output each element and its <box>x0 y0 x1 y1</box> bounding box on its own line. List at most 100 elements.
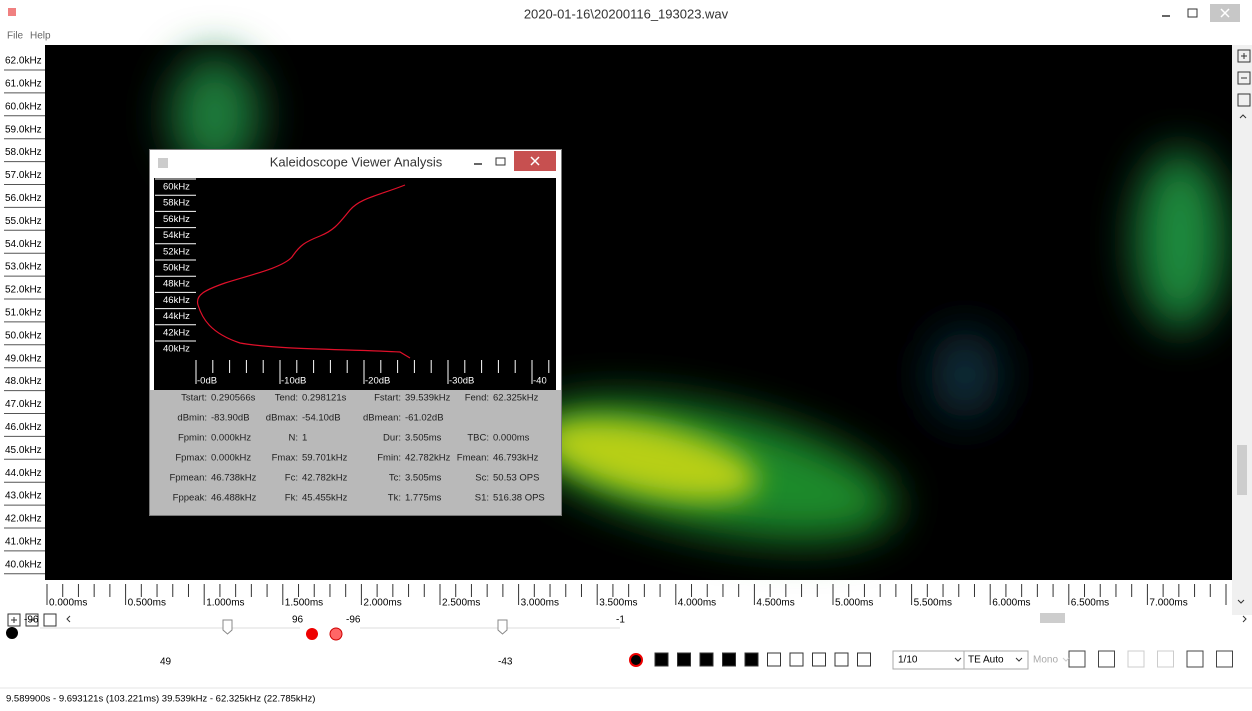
db-label: -30dB <box>449 376 474 387</box>
x-axis: 0.000ms0.500ms1.000ms1.500ms2.000ms2.500… <box>47 584 1226 609</box>
y-tick-label: 40.0kHz <box>5 559 42 570</box>
app-window: 2020-01-16\20200116_193023.wav File Help… <box>0 0 1252 711</box>
color-black[interactable] <box>6 627 18 639</box>
tool-button[interactable] <box>745 653 758 666</box>
y-tick-label: 48.0kHz <box>5 376 42 387</box>
nav-button[interactable] <box>1069 651 1085 667</box>
stat-value: 0.000kHz <box>211 453 251 464</box>
stat-label: Fpmean: <box>170 473 208 484</box>
db-label: -20dB <box>365 376 390 387</box>
stat-label: Fmean: <box>457 453 489 464</box>
tool-button[interactable] <box>813 653 826 666</box>
nav-button[interactable] <box>1128 651 1144 667</box>
y-tick-label: 57.0kHz <box>5 170 42 181</box>
stat-label: Fk: <box>285 493 298 504</box>
control-value: -1 <box>616 615 625 626</box>
db-label: -0dB <box>197 376 217 387</box>
x-tick-label: 2.000ms <box>363 598 401 609</box>
x-tick-label: 6.000ms <box>992 598 1030 609</box>
tool-button[interactable] <box>858 653 871 666</box>
freq-label: 54kHz <box>163 230 190 241</box>
stat-label: N: <box>289 433 299 444</box>
channel-value[interactable]: Mono <box>1033 655 1058 666</box>
y-axis: 62.0kHz61.0kHz60.0kHz59.0kHz58.0kHz57.0k… <box>4 56 45 574</box>
energy-blob <box>1135 150 1225 330</box>
y-tick-label: 42.0kHz <box>5 514 42 525</box>
x-tick-label: 5.000ms <box>835 598 873 609</box>
stat-value: 1.775ms <box>405 493 442 504</box>
color-red[interactable] <box>306 628 318 640</box>
freq-label: 52kHz <box>163 246 190 257</box>
slider-thumb[interactable] <box>498 620 507 634</box>
freq-label: 56kHz <box>163 214 190 225</box>
x-tick-label: 3.000ms <box>521 598 559 609</box>
controls: 1/10 TE Auto Mono <box>6 613 1246 669</box>
nav-button[interactable] <box>1217 651 1233 667</box>
y-tick-label: 59.0kHz <box>5 124 42 135</box>
nav-button[interactable] <box>1158 651 1174 667</box>
stat-label: S1: <box>475 493 489 504</box>
stat-value: 0.298121s <box>302 393 347 404</box>
stat-value: 46.738kHz <box>211 473 257 484</box>
stat-label: Sc: <box>475 473 489 484</box>
freq-label: 48kHz <box>163 279 190 290</box>
stat-label: Fmin: <box>377 453 401 464</box>
stat-label: Tc: <box>389 473 401 484</box>
stat-value: 46.488kHz <box>211 493 257 504</box>
tool-button[interactable] <box>790 653 803 666</box>
right-strip <box>1232 45 1252 615</box>
record-button[interactable] <box>630 654 642 666</box>
tool-button[interactable] <box>835 653 848 666</box>
stat-value: 50.53 OPS <box>493 473 539 484</box>
freq-label: 60kHz <box>163 182 190 193</box>
scroll-left[interactable] <box>67 616 70 622</box>
freq-label: 50kHz <box>163 263 190 274</box>
app-icon <box>8 8 16 16</box>
y-tick-label: 58.0kHz <box>5 147 42 158</box>
slider-thumb[interactable] <box>223 620 232 634</box>
stat-value: 3.505ms <box>405 473 442 484</box>
stat-label: Fc: <box>285 473 298 484</box>
y-tick-label: 56.0kHz <box>5 193 42 204</box>
menu-help[interactable]: Help <box>30 31 51 42</box>
y-tick-label: 49.0kHz <box>5 353 42 364</box>
stat-value: -54.10dB <box>302 413 341 424</box>
tool-button[interactable] <box>700 653 713 666</box>
stat-value: 1 <box>302 433 307 444</box>
vertical-scroll-thumb[interactable] <box>1237 445 1247 495</box>
y-tick-label: 45.0kHz <box>5 445 42 456</box>
y-tick-label: 44.0kHz <box>5 468 42 479</box>
color-red-light[interactable] <box>330 628 342 640</box>
tool-button[interactable] <box>723 653 736 666</box>
y-tick-label: 51.0kHz <box>5 308 42 319</box>
speed-value: 1/10 <box>898 655 918 666</box>
control-value: -96 <box>24 615 39 626</box>
stat-label: Tstart: <box>181 393 207 404</box>
stat-label: Fend: <box>465 393 489 404</box>
tool-button[interactable] <box>768 653 781 666</box>
stat-label: Fpmin: <box>178 433 207 444</box>
stat-label: dBmin: <box>177 413 207 424</box>
y-tick-label: 62.0kHz <box>5 56 42 67</box>
y-tick-label: 46.0kHz <box>5 422 42 433</box>
scroll-right[interactable] <box>1243 616 1246 622</box>
nav-button[interactable] <box>1099 651 1115 667</box>
tool-button[interactable] <box>678 653 691 666</box>
stat-label: dBmean: <box>363 413 401 424</box>
y-tick-label: 43.0kHz <box>5 491 42 502</box>
x-tick-label: 0.000ms <box>49 598 87 609</box>
fit-button[interactable] <box>44 614 56 626</box>
horizontal-scroll-thumb[interactable] <box>1040 613 1065 623</box>
freq-label: 58kHz <box>163 198 190 209</box>
nav-button[interactable] <box>1187 651 1203 667</box>
y-tick-label: 61.0kHz <box>5 79 42 90</box>
tool-button[interactable] <box>655 653 668 666</box>
stat-value: 39.539kHz <box>405 393 451 404</box>
stat-value: 0.000kHz <box>211 433 251 444</box>
x-tick-label: 2.500ms <box>442 598 480 609</box>
profile-plot <box>154 178 556 390</box>
stat-value: -61.02dB <box>405 413 444 424</box>
menu-file[interactable]: File <box>7 31 24 42</box>
window-title: 2020-01-16\20200116_193023.wav <box>524 6 729 21</box>
y-tick-label: 54.0kHz <box>5 239 42 250</box>
